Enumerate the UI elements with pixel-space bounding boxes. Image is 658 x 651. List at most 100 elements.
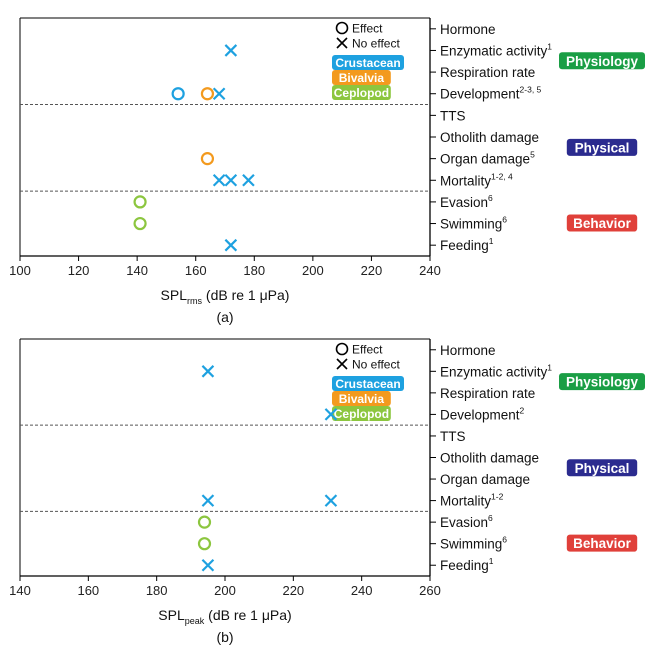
group-badge-bg xyxy=(559,373,645,391)
category-label: Mortality1-2 xyxy=(440,492,504,509)
legend-taxon-badge xyxy=(332,55,404,70)
legend-taxon-label: Bivalvia xyxy=(339,71,385,85)
legend-taxon-label: Crustacean xyxy=(335,377,400,391)
category-reference: 5 xyxy=(530,150,535,160)
category-reference: 1 xyxy=(547,41,552,51)
data-point-no-effect xyxy=(224,44,238,57)
legend-no-effect-marker xyxy=(336,37,348,49)
data-point-effect xyxy=(133,216,147,231)
category-reference: 1-2 xyxy=(491,492,504,502)
group-badge-label: Physiology xyxy=(566,375,639,390)
legend-taxon-badge xyxy=(332,70,391,85)
category-name: Evasion xyxy=(440,515,488,530)
group-badge-label: Physical xyxy=(575,461,630,476)
x-axis-label-main: SPL xyxy=(158,607,185,623)
category-label: Evasion6 xyxy=(440,193,493,210)
category-name: Otholith damage xyxy=(440,130,539,145)
category-reference: 1 xyxy=(489,556,494,566)
category-label: Enzymatic activity1 xyxy=(440,362,552,379)
legend-effect-marker xyxy=(335,21,349,35)
x-tick-label: 140 xyxy=(9,583,31,598)
category-name: Respiration rate xyxy=(440,65,535,80)
category-label: TTS xyxy=(440,108,466,123)
category-name: Otholith damage xyxy=(440,451,539,466)
category-name: Hormone xyxy=(440,22,496,37)
data-point-no-effect xyxy=(201,365,215,378)
legend-marker-label: Effect xyxy=(352,22,383,36)
data-point-effect xyxy=(200,152,215,166)
category-name: Swimming xyxy=(440,217,502,232)
legend-taxon-label: Crustacean xyxy=(335,56,400,70)
group-badge-label: Behavior xyxy=(573,216,632,231)
x-tick-label: 140 xyxy=(126,263,148,278)
data-point-no-effect xyxy=(324,408,338,421)
group-badge-label: Behavior xyxy=(573,536,632,551)
data-point-no-effect xyxy=(224,238,238,252)
category-name: TTS xyxy=(440,429,466,444)
data-point-effect xyxy=(200,87,215,101)
category-name: Feeding xyxy=(440,558,489,573)
category-reference: 1 xyxy=(547,362,552,372)
category-name: TTS xyxy=(440,108,466,123)
x-tick-label: 180 xyxy=(243,263,265,278)
legend-marker-label: No effect xyxy=(352,37,400,51)
data-point-no-effect xyxy=(324,494,338,507)
category-reference: 2-3, 5 xyxy=(520,85,542,95)
data-point-effect xyxy=(197,537,212,551)
category-name: Hormone xyxy=(440,343,496,358)
x-axis-label: SPLrms (dB re 1 μPa) xyxy=(161,287,290,306)
category-name: Enzymatic activity xyxy=(440,43,548,58)
group-badge-bg xyxy=(566,534,638,552)
data-point-no-effect xyxy=(212,87,226,101)
category-label: Development2 xyxy=(440,405,525,422)
category-label: Otholith damage xyxy=(440,451,539,466)
legend-taxon-label: Ceplopod xyxy=(334,407,389,421)
x-tick-label: 200 xyxy=(302,263,324,278)
panel-label: (b) xyxy=(216,629,233,645)
category-reference: 1-2, 4 xyxy=(491,171,513,181)
category-label: Organ damage5 xyxy=(440,150,535,167)
panel-label: (a) xyxy=(216,309,233,325)
group-badge-label: Physiology xyxy=(566,54,639,69)
x-tick-label: 120 xyxy=(68,263,90,278)
legend-taxon-label: Ceplopod xyxy=(334,86,389,100)
category-label: Development2-3, 5 xyxy=(440,85,542,102)
data-point-no-effect xyxy=(224,173,238,187)
x-tick-label: 180 xyxy=(146,583,168,598)
category-label: Mortality1-2, 4 xyxy=(440,171,513,188)
x-tick-label: 240 xyxy=(351,583,373,598)
category-name: Organ damage xyxy=(440,152,530,167)
data-point-no-effect xyxy=(242,173,255,187)
category-reference: 6 xyxy=(488,513,493,523)
x-tick-label: 160 xyxy=(185,263,207,278)
category-label: Respiration rate xyxy=(440,386,535,401)
group-badge-label: Physical xyxy=(575,140,630,155)
category-label: Hormone xyxy=(440,22,496,37)
category-name: Evasion xyxy=(440,195,488,210)
x-axis-label-sub: rms xyxy=(187,296,202,306)
category-name: Development xyxy=(440,407,520,422)
category-label: Swimming6 xyxy=(440,215,507,232)
category-name: Mortality xyxy=(440,494,491,509)
data-point-effect xyxy=(197,515,212,529)
legend-taxon-badge xyxy=(332,376,404,391)
chart-panel-2: 140 160 180 200 220 240 260 SPLpeak (dB re 1 μP… xyxy=(9,338,645,645)
category-reference: 6 xyxy=(502,215,507,225)
category-name: Swimming xyxy=(440,537,502,552)
legend-no-effect-marker xyxy=(336,358,348,370)
category-name: Enzymatic activity xyxy=(440,364,548,379)
category-label: Feeding1 xyxy=(440,556,494,573)
x-tick-label: 260 xyxy=(419,583,441,598)
data-point-effect xyxy=(171,87,185,101)
category-reference: 6 xyxy=(502,535,507,545)
legend-effect-marker xyxy=(335,342,349,356)
category-reference: 1 xyxy=(489,236,494,246)
x-tick-label: 200 xyxy=(214,583,236,598)
category-label: Respiration rate xyxy=(440,65,535,80)
category-label: Organ damage xyxy=(440,472,530,487)
category-name: Feeding xyxy=(440,238,489,253)
group-badge-bg xyxy=(566,138,638,156)
legend-marker-label: No effect xyxy=(352,358,400,372)
legend-marker-label: Effect xyxy=(352,343,383,357)
